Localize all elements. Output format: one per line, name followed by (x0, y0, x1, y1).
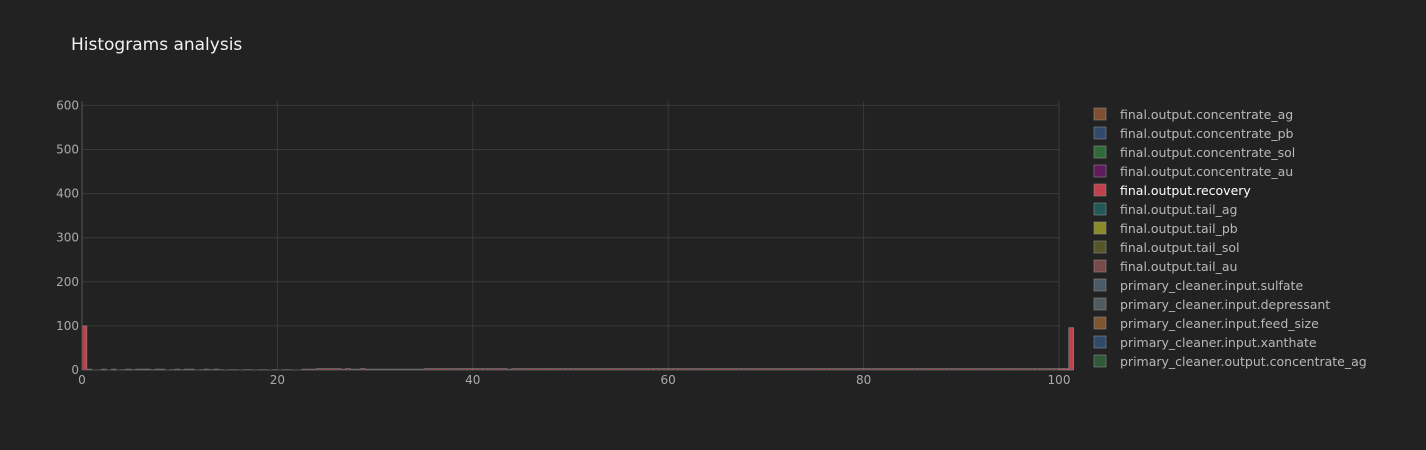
legend-label: final.output.concentrate_ag (1120, 107, 1293, 122)
legend-swatch (1093, 183, 1107, 197)
legend-label: final.output.concentrate_sol (1120, 145, 1295, 160)
legend-item[interactable]: final.output.concentrate_sol (1093, 145, 1295, 160)
legend-swatch (1093, 354, 1107, 368)
y-tick-label: 500 (56, 143, 79, 157)
legend-label: final.output.tail_ag (1120, 202, 1237, 217)
legend-item[interactable]: final.output.tail_ag (1093, 202, 1237, 217)
legend-label: final.output.recovery (1120, 183, 1251, 198)
legend-swatch (1093, 202, 1107, 216)
bar-series (81, 325, 1074, 371)
legend-swatch (1093, 145, 1107, 159)
legend-item[interactable]: final.output.tail_pb (1093, 221, 1238, 236)
legend-item[interactable]: primary_cleaner.output.concentrate_ag (1093, 354, 1367, 369)
legend-item[interactable]: final.output.tail_sol (1093, 240, 1240, 255)
legend-item[interactable]: final.output.concentrate_ag (1093, 107, 1293, 122)
axes: 0 100 200 300 400 500 600 0 20 40 60 80 100 (56, 98, 1070, 387)
legend-item[interactable]: primary_cleaner.input.feed_size (1093, 316, 1319, 331)
legend-swatch (1093, 240, 1107, 254)
legend-label: primary_cleaner.input.sulfate (1120, 278, 1303, 293)
legend-label: primary_cleaner.output.concentrate_ag (1120, 354, 1367, 369)
legend-swatch (1093, 164, 1107, 178)
y-tick-label: 400 (56, 187, 79, 201)
y-tick-label: 200 (56, 275, 79, 289)
legend-swatch (1093, 107, 1107, 121)
legend-swatch (1093, 297, 1107, 311)
legend: final.output.concentrate_ag final.output.… (1093, 107, 1367, 369)
legend-item[interactable]: final.output.recovery (1093, 183, 1251, 198)
y-tick-label: 100 (56, 319, 79, 333)
legend-swatch (1093, 221, 1107, 235)
legend-label: final.output.tail_sol (1120, 240, 1240, 255)
legend-label: final.output.concentrate_au (1120, 164, 1293, 179)
histogram-bar (1063, 368, 1070, 371)
histogram-bar (1068, 327, 1074, 371)
legend-label: final.output.concentrate_pb (1120, 126, 1294, 141)
legend-swatch (1093, 316, 1107, 330)
legend-label: final.output.tail_au (1120, 259, 1237, 274)
legend-swatch (1093, 259, 1107, 273)
chart-title: Histograms analysis (71, 35, 242, 55)
legend-label: final.output.tail_pb (1120, 221, 1238, 236)
legend-swatch (1093, 335, 1107, 349)
x-tick-label: 20 (270, 373, 285, 387)
x-tick-label: 80 (856, 373, 871, 387)
legend-item[interactable]: primary_cleaner.input.depressant (1093, 297, 1330, 312)
legend-item[interactable]: primary_cleaner.input.sulfate (1093, 278, 1303, 293)
y-tick-label: 0 (71, 363, 79, 377)
legend-swatch (1093, 126, 1107, 140)
y-tick-label: 300 (56, 231, 79, 245)
grid (81, 101, 1060, 371)
legend-swatch (1093, 278, 1107, 292)
legend-item[interactable]: primary_cleaner.input.xanthate (1093, 335, 1317, 350)
histogram-bar (1058, 368, 1065, 371)
x-tick-label: 60 (661, 373, 676, 387)
legend-item[interactable]: final.output.concentrate_au (1093, 164, 1293, 179)
x-tick-label: 40 (465, 373, 480, 387)
legend-item[interactable]: final.output.concentrate_pb (1093, 126, 1294, 141)
legend-item[interactable]: final.output.tail_au (1093, 259, 1237, 274)
legend-label: primary_cleaner.input.xanthate (1120, 335, 1317, 350)
x-tick-label: 0 (78, 373, 86, 387)
y-tick-label: 600 (56, 98, 79, 112)
x-tick-label: 100 (1048, 373, 1071, 387)
legend-label: primary_cleaner.input.feed_size (1120, 316, 1319, 331)
legend-label: primary_cleaner.input.depressant (1120, 297, 1330, 312)
histogram-bar (81, 325, 88, 371)
